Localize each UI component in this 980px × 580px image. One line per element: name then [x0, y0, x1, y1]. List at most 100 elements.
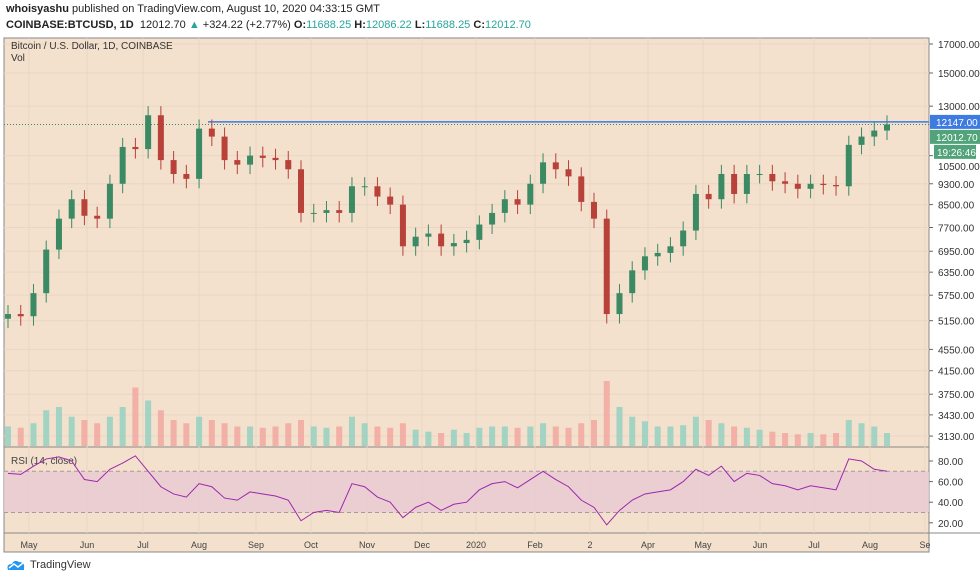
volume-bar	[884, 433, 890, 446]
price-tick-label: 15000.00	[938, 69, 980, 80]
volume-bar	[527, 426, 534, 446]
volume-bar	[641, 421, 648, 446]
volume-bar	[807, 433, 814, 446]
price-tick-label: 10500.00	[938, 162, 980, 173]
candle-body	[743, 174, 750, 194]
candle-body	[348, 186, 355, 213]
author-name[interactable]: whoisyashu	[6, 3, 69, 15]
time-tick-label: Nov	[359, 540, 376, 550]
price-tick-label: 6350.00	[938, 268, 975, 279]
candle-body	[259, 155, 266, 158]
volume-bar	[30, 423, 37, 446]
candle-body	[718, 174, 725, 200]
volume-bar	[157, 410, 164, 446]
time-tick-label: Jun	[80, 540, 95, 550]
candle-body	[527, 183, 534, 205]
candle-body	[756, 174, 763, 176]
volume-bar	[374, 426, 381, 446]
candle-body	[208, 128, 215, 137]
countdown-badge	[934, 144, 976, 159]
candle-body	[55, 218, 62, 250]
candle-body	[183, 174, 190, 179]
price-tick-label: 3750.00	[938, 390, 975, 401]
publish-text: published on TradingView.com, August 10,…	[72, 3, 381, 15]
volume-bar	[145, 400, 152, 446]
candle-body	[43, 249, 50, 294]
candle-body	[463, 239, 470, 244]
volume-bar	[450, 429, 457, 446]
candle-body	[807, 183, 814, 189]
price-tick-label: 17000.00	[938, 40, 980, 51]
price-tick-label: 3430.00	[938, 411, 975, 422]
time-tick-label: Sep	[248, 540, 264, 550]
volume-bar	[55, 407, 62, 446]
price-tick-label: 6950.00	[938, 247, 975, 258]
candle-body	[298, 169, 304, 213]
resistance-price-label: 12147.00	[936, 118, 978, 129]
rsi-tick-label: 80.00	[938, 457, 963, 468]
volume-bar	[348, 416, 355, 446]
candle-body	[654, 252, 661, 257]
volume-bar	[81, 420, 88, 446]
volume-bar	[680, 425, 687, 446]
candle-body	[884, 124, 890, 131]
tradingview-cloud-icon	[7, 560, 25, 570]
time-tick-label: 2020	[466, 540, 486, 550]
volume-bar	[463, 433, 470, 446]
candle-body	[680, 230, 687, 247]
volume-bar	[489, 426, 496, 446]
candle-body	[845, 144, 852, 187]
volume-bar	[247, 426, 254, 446]
rsi-line	[7, 455, 888, 526]
candle-body	[603, 218, 610, 315]
brand-name: TradingView	[30, 559, 91, 571]
price-tick-label: 13000.00	[938, 102, 980, 113]
candle-body	[833, 185, 840, 187]
candle-body	[272, 157, 279, 161]
candle-body	[374, 186, 381, 197]
volume-bar	[412, 429, 419, 446]
tradingview-logo[interactable]: TradingView	[6, 559, 91, 571]
candle-body	[731, 174, 738, 194]
open-label: O:	[293, 19, 307, 31]
volume-bar	[514, 427, 521, 446]
volume-bar	[310, 426, 317, 446]
volume-bar	[94, 423, 101, 446]
last-price-badge	[930, 129, 980, 144]
rsi-tick-label: 40.00	[938, 498, 963, 509]
symbol: COINBASE:BTCUSD, 1D	[6, 19, 134, 31]
candle-body	[450, 243, 457, 247]
candle-body	[221, 136, 228, 161]
volume-bar	[298, 420, 304, 446]
volume-bar	[616, 407, 623, 446]
up-arrow-icon: ▲	[188, 19, 200, 31]
candle-body	[336, 210, 343, 213]
volume-bar	[718, 423, 725, 446]
volume-bar	[501, 426, 508, 446]
low-label: L:	[414, 19, 426, 31]
low-value: 11688.25	[425, 19, 471, 31]
volume-bar	[234, 426, 241, 446]
close-label: C:	[473, 19, 485, 31]
candle-body	[132, 146, 139, 150]
rsi-band	[4, 471, 929, 513]
price-tick-label: 3130.00	[938, 432, 975, 443]
candle-body	[323, 210, 330, 213]
candle-body	[578, 176, 585, 202]
candle-body	[310, 212, 317, 214]
candle-body	[17, 314, 24, 317]
resistance-price-badge	[930, 114, 980, 129]
volume-bar	[654, 426, 661, 446]
volume-bar	[731, 426, 738, 446]
volume-bar	[794, 434, 801, 446]
volume-bar	[565, 427, 572, 446]
publish-info: whoisyashu published on TradingView.com,…	[6, 3, 380, 15]
candle-body	[145, 115, 152, 150]
last-price: 12012.70	[139, 19, 186, 31]
candle-body	[476, 224, 483, 240]
candle-body	[794, 183, 801, 189]
time-tick-label: May	[694, 540, 712, 550]
price-tick-label: 9300.00	[938, 180, 975, 191]
volume-bar	[119, 407, 126, 446]
